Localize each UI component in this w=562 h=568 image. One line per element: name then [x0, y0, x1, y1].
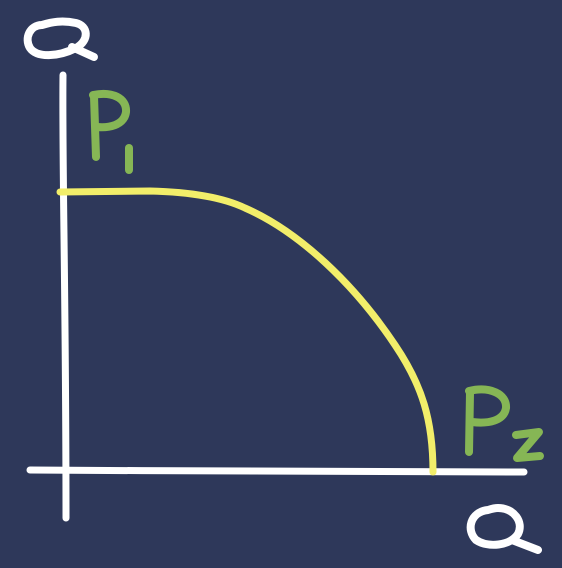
x-axis-label: [466, 504, 542, 554]
product-2-label: [465, 385, 544, 462]
product-1-label: [89, 90, 133, 174]
ppf-curve: [56, 187, 437, 476]
x-axis-line: [26, 466, 528, 476]
y-axis-line: [59, 71, 70, 522]
y-axis-label: [23, 17, 98, 61]
